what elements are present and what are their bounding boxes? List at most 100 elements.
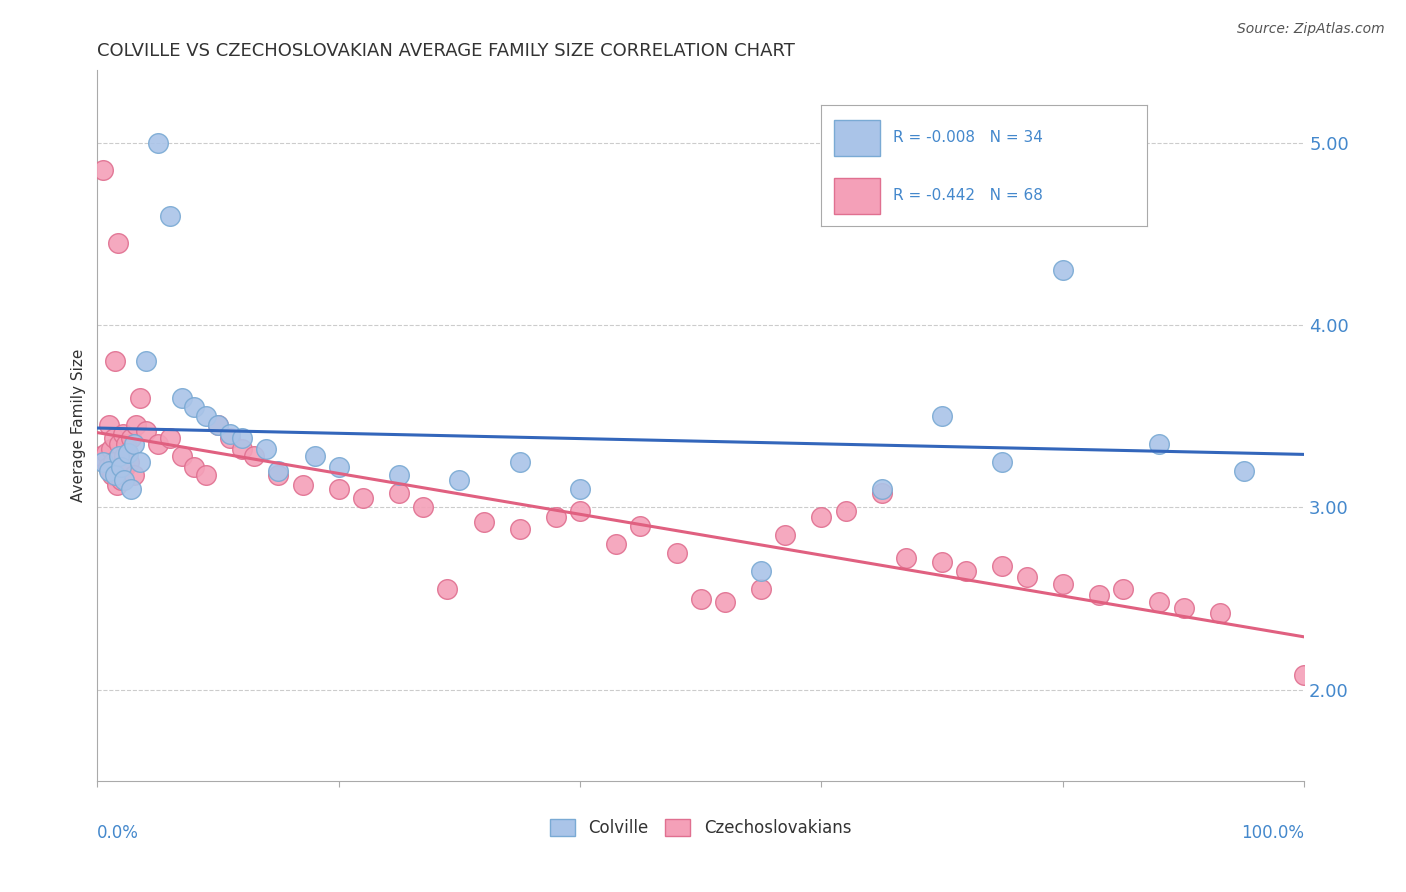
Point [834, 504, 856, 518]
Point [135, 424, 157, 438]
Point [207, 418, 229, 433]
Point [991, 558, 1014, 573]
Point [207, 418, 229, 433]
Point [870, 485, 893, 500]
Point [183, 460, 205, 475]
Point [118, 455, 141, 469]
Point [243, 450, 266, 464]
Point [146, 136, 169, 150]
Point [111, 427, 134, 442]
Point [183, 400, 205, 414]
Point [1209, 606, 1232, 620]
Point [115, 436, 138, 450]
Point [749, 564, 772, 578]
Point [98, 418, 121, 433]
Point [810, 509, 832, 524]
Point [110, 464, 132, 478]
Point [105, 478, 128, 492]
Point [117, 445, 139, 459]
Point [170, 391, 193, 405]
Point [135, 354, 157, 368]
Point [231, 442, 253, 456]
Point [1149, 595, 1171, 609]
Point [472, 515, 495, 529]
Point [1052, 263, 1074, 277]
Point [108, 436, 131, 450]
Point [328, 460, 350, 475]
Point [114, 460, 136, 475]
Point [112, 450, 135, 464]
Point [388, 467, 411, 482]
Point [112, 473, 135, 487]
Legend: Colville, Czechoslovakians: Colville, Czechoslovakians [544, 813, 858, 844]
Point [110, 460, 132, 475]
Point [894, 551, 917, 566]
Point [714, 595, 737, 609]
Point [1052, 577, 1074, 591]
Point [1294, 668, 1316, 682]
Point [1112, 582, 1135, 597]
Point [101, 467, 124, 482]
Text: Source: ZipAtlas.com: Source: ZipAtlas.com [1237, 22, 1385, 37]
Point [569, 504, 592, 518]
Point [665, 546, 688, 560]
Point [1015, 570, 1038, 584]
Point [122, 467, 145, 482]
Point [231, 431, 253, 445]
Point [1173, 600, 1195, 615]
Point [605, 537, 627, 551]
Point [689, 591, 711, 606]
Point [267, 467, 290, 482]
Point [219, 427, 242, 442]
Point [146, 436, 169, 450]
Point [412, 500, 434, 515]
Point [170, 450, 193, 464]
Point [104, 467, 127, 482]
Point [436, 582, 458, 597]
Point [219, 431, 242, 445]
Point [955, 564, 977, 578]
Point [291, 478, 314, 492]
Point [125, 418, 148, 433]
Point [254, 442, 277, 456]
Point [128, 391, 150, 405]
Point [509, 455, 531, 469]
Point [93, 455, 115, 469]
Point [120, 482, 142, 496]
Point [328, 482, 350, 496]
Point [128, 455, 150, 469]
Point [931, 409, 953, 424]
Point [98, 464, 121, 478]
Text: 100.0%: 100.0% [1241, 823, 1305, 842]
Point [93, 163, 115, 178]
Point [159, 209, 181, 223]
Point [94, 445, 117, 459]
Point [931, 555, 953, 569]
Point [90, 450, 112, 464]
Point [304, 450, 326, 464]
Point [159, 431, 181, 445]
Y-axis label: Average Family Size: Average Family Size [72, 349, 86, 502]
Point [630, 518, 652, 533]
Point [991, 455, 1014, 469]
Text: COLVILLE VS CZECHOSLOVAKIAN AVERAGE FAMILY SIZE CORRELATION CHART: COLVILLE VS CZECHOSLOVAKIAN AVERAGE FAMI… [97, 42, 796, 60]
Point [194, 409, 217, 424]
Point [352, 491, 374, 506]
Point [120, 431, 142, 445]
Point [104, 354, 127, 368]
Point [101, 455, 124, 469]
Point [569, 482, 592, 496]
Point [1149, 436, 1171, 450]
Point [509, 522, 531, 536]
Point [544, 509, 567, 524]
Point [267, 464, 290, 478]
Point [122, 436, 145, 450]
Point [108, 450, 131, 464]
Point [117, 445, 139, 459]
Text: 0.0%: 0.0% [97, 823, 139, 842]
Point [107, 235, 129, 250]
Point [775, 527, 797, 541]
Point [1233, 464, 1256, 478]
Point [97, 460, 120, 475]
Point [103, 431, 125, 445]
